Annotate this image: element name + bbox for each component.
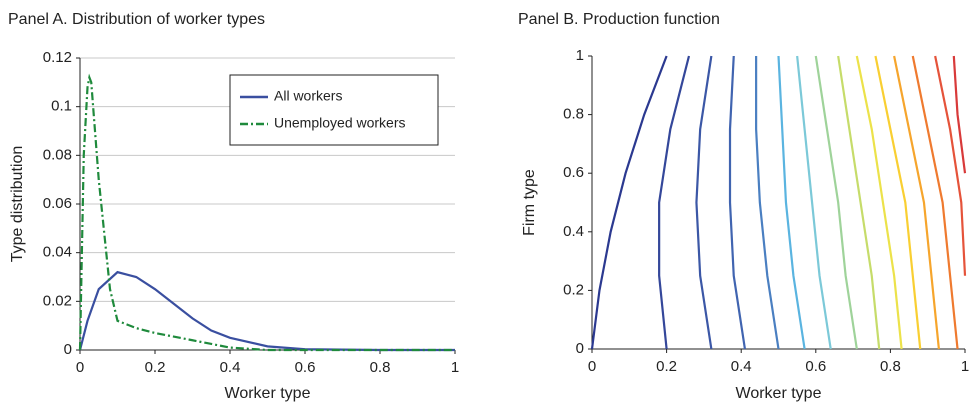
x-tick-label: 1: [961, 358, 969, 375]
contour-line: [814, 55, 858, 350]
contour-line: [874, 55, 922, 350]
legend-label: Unemployed workers: [274, 115, 406, 131]
y-tick-label: 0.06: [43, 195, 72, 212]
series-line: [78, 270, 455, 352]
x-tick-label: 0.4: [731, 358, 752, 375]
y-tick-label: 0.08: [43, 146, 72, 163]
contour-line: [728, 55, 747, 350]
contour-line: [777, 55, 806, 350]
chart-title: Panel A. Distribution of worker types: [8, 11, 265, 28]
y-tick-label: 0.8: [563, 106, 584, 123]
x-tick-label: 0.4: [220, 359, 241, 376]
y-tick-label: 1: [576, 47, 584, 64]
y-tick-label: 0.04: [43, 244, 72, 261]
y-tick-label: 0: [64, 341, 72, 358]
y-tick-label: 0.02: [43, 292, 72, 309]
contour-line: [796, 55, 832, 350]
legend-box: [229, 74, 439, 146]
series-line: [78, 73, 455, 352]
x-tick-label: 0: [588, 358, 596, 375]
y-tick-label: 0.4: [563, 223, 584, 240]
x-tick-label: 0: [76, 359, 84, 376]
contour-line: [893, 55, 940, 350]
contour-line: [590, 55, 668, 350]
legend-label: All workers: [274, 88, 342, 104]
y-tick-label: 0.12: [43, 49, 72, 66]
y-tick-label: 0: [576, 340, 584, 357]
x-tick-label: 0.2: [145, 359, 166, 376]
y-axis-label: Firm type: [521, 169, 538, 236]
contour-line: [934, 55, 967, 276]
y-tick-label: 0.2: [563, 281, 584, 298]
x-tick-label: 0.8: [880, 358, 901, 375]
y-axis-label: Type distribution: [9, 146, 26, 263]
y-tick-label: 0.6: [563, 164, 584, 181]
x-tick-label: 1: [451, 359, 459, 376]
contour-line: [911, 55, 959, 350]
x-tick-label: 0.6: [295, 359, 316, 376]
contour-line: [952, 55, 967, 174]
chart-title: Panel B. Production function: [518, 11, 720, 28]
contour-line: [658, 55, 691, 350]
y-tick-label: 0.1: [51, 98, 72, 115]
contour-line: [837, 55, 881, 350]
contour-line: [695, 55, 713, 350]
x-tick-label: 0.8: [370, 359, 391, 376]
x-axis-label: Worker type: [225, 385, 311, 402]
contour-line: [755, 56, 780, 350]
x-tick-label: 0.6: [805, 358, 826, 375]
x-axis-label: Worker type: [736, 385, 822, 402]
contour-line: [855, 55, 903, 350]
x-tick-label: 0.2: [656, 358, 677, 375]
